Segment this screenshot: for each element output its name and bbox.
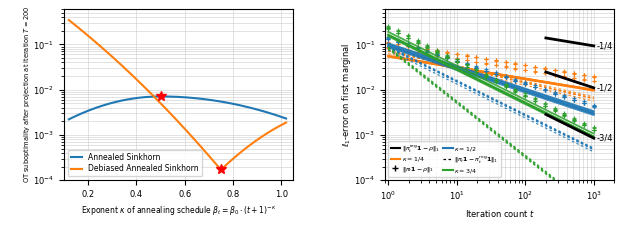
Annealed Sinkhorn: [151, 95, 159, 98]
Text: -1/2: -1/2: [596, 83, 613, 92]
Line: Annealed Sinkhorn: Annealed Sinkhorn: [69, 97, 286, 119]
Legend: $\|\pi_t^{\rm reg}\mathbf{1} - \rho\|_1$, $\kappa = 1/4$, $\|\pi_t\mathbf{1} - \: $\|\pi_t^{\rm reg}\mathbf{1} - \rho\|_1$…: [388, 141, 501, 177]
Debiased Annealed Sinkhorn: [202, 151, 209, 153]
Annealed Sinkhorn: [223, 101, 231, 104]
Text: -1/4: -1/4: [596, 41, 613, 50]
X-axis label: Exponent $\kappa$ of annealing schedule $\beta_t = \beta_0 \cdot (t+1)^{-\kappa}: Exponent $\kappa$ of annealing schedule …: [81, 204, 276, 217]
Debiased Annealed Sinkhorn: [282, 121, 290, 124]
Debiased Annealed Sinkhorn: [65, 19, 73, 21]
Annealed Sinkhorn: [91, 107, 99, 109]
Annealed Sinkhorn: [65, 118, 73, 121]
Debiased Annealed Sinkhorn: [136, 81, 143, 84]
Y-axis label: OT suboptimality after projection at iteration $T = 200$: OT suboptimality after projection at ite…: [22, 6, 32, 183]
Annealed Sinkhorn: [136, 96, 143, 99]
Line: Debiased Annealed Sinkhorn: Debiased Annealed Sinkhorn: [69, 20, 286, 170]
Text: -3/4: -3/4: [596, 134, 613, 143]
Annealed Sinkhorn: [202, 98, 210, 101]
Debiased Annealed Sinkhorn: [222, 164, 230, 166]
Debiased Annealed Sinkhorn: [217, 168, 225, 171]
Debiased Annealed Sinkhorn: [151, 96, 159, 99]
Y-axis label: $\ell_1$-error on first marginal: $\ell_1$-error on first marginal: [340, 43, 353, 147]
Debiased Annealed Sinkhorn: [223, 162, 231, 165]
Legend: Annealed Sinkhorn, Debiased Annealed Sinkhorn: Annealed Sinkhorn, Debiased Annealed Sin…: [68, 150, 202, 176]
Annealed Sinkhorn: [222, 101, 230, 104]
Debiased Annealed Sinkhorn: [91, 40, 99, 43]
Annealed Sinkhorn: [157, 95, 164, 98]
Annealed Sinkhorn: [282, 117, 290, 120]
X-axis label: Iteration count $t$: Iteration count $t$: [465, 208, 535, 219]
